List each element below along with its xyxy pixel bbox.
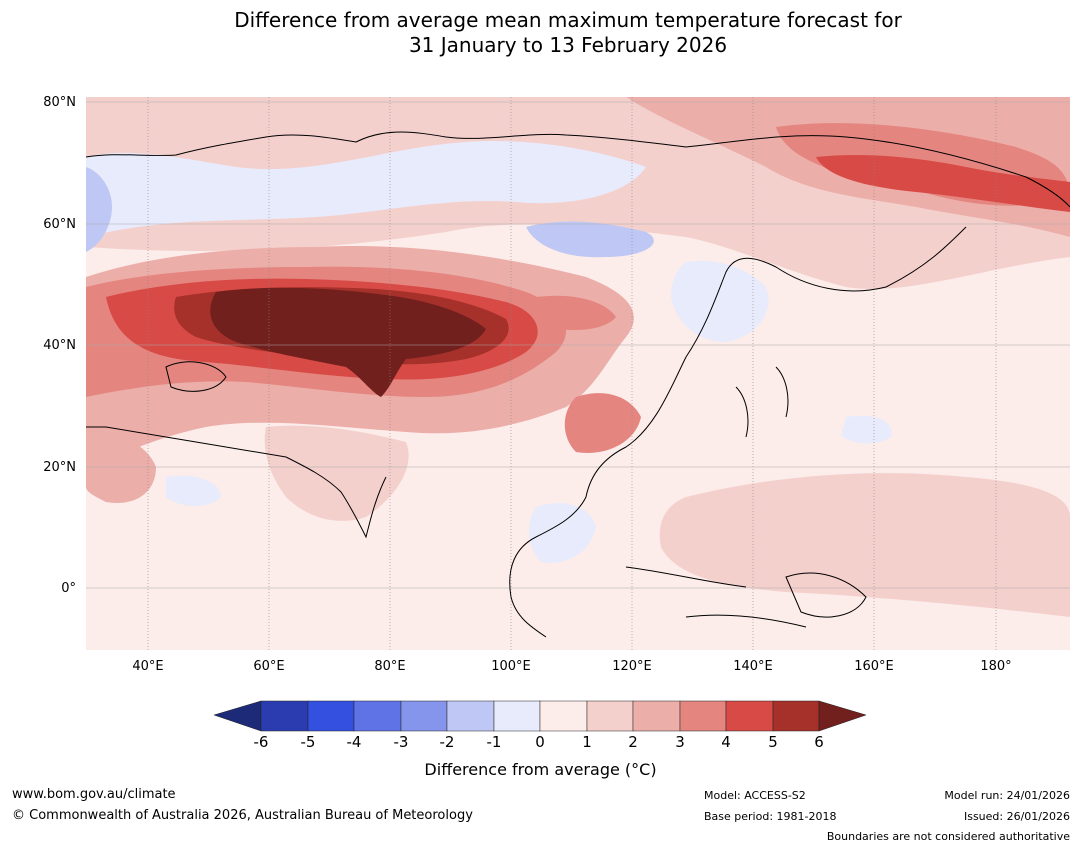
legend-swatch-1-0: [493, 700, 541, 732]
legend-swatch-6-5: [260, 700, 309, 732]
title-line-1: Difference from average mean maximum tem…: [234, 8, 902, 32]
legend-tick: 1: [582, 733, 592, 751]
footer-copyright: © Commonwealth of Australia 2026, Austra…: [12, 808, 473, 823]
legend-tick: -5: [300, 733, 316, 751]
legend-tick: 5: [768, 733, 778, 751]
legend-swatch-5-6: [772, 700, 820, 732]
map-latitude-lines: [86, 101, 1070, 589]
footer-issued: Issued: 26/01/2026: [963, 810, 1070, 823]
anomaly-zone-northwest-cool: [86, 141, 646, 237]
lon-label-40e: 40°E: [132, 659, 164, 674]
anomaly-zone-arabia: [86, 427, 156, 503]
anomaly-zone-korea-cool: [671, 260, 769, 342]
lat-label-60n: 60°N: [43, 217, 76, 232]
map-graticule: [147, 97, 997, 650]
legend-swatch-1-2: [586, 700, 634, 732]
map-coastlines: [86, 131, 1070, 638]
anomaly-zone-far-west-cool: [86, 167, 112, 252]
legend-swatch-2-3: [632, 700, 681, 732]
legend-swatch-4-3: [353, 700, 402, 732]
footer-base-period: Base period: 1981-2018: [704, 810, 837, 823]
legend-swatch-below-6: [214, 700, 262, 732]
anomaly-zone-tibet-extreme: [210, 287, 486, 397]
legend-swatch-4-5: [725, 700, 774, 732]
footer-url[interactable]: www.bom.gov.au/climate: [12, 787, 176, 802]
lon-label-180: 180°: [980, 659, 1012, 674]
footer-model-run: Model run: 24/01/2026: [944, 789, 1070, 802]
legend-tick: -3: [393, 733, 409, 751]
anomaly-zone-pacific-warm: [659, 473, 1070, 617]
anomaly-zone-india: [264, 425, 409, 521]
legend-tick: 4: [721, 733, 731, 751]
footer-disclaimer: Boundaries are not considered authoritat…: [826, 830, 1070, 843]
lon-label-140e: 140°E: [733, 659, 773, 674]
legend-swatch-2-1: [446, 700, 495, 732]
anomaly-zone-siberia-cool-patch: [526, 221, 654, 258]
legend-colorbar: [214, 700, 866, 732]
legend-swatch-5-4: [307, 700, 355, 732]
anomaly-zone-pacific-cool: [841, 415, 892, 444]
anomaly-zone-se-asia-cool: [529, 503, 596, 563]
legend-tick: 6: [814, 733, 824, 751]
lon-label-60e: 60°E: [253, 659, 285, 674]
legend-tick: -2: [439, 733, 455, 751]
legend-tick: 3: [675, 733, 685, 751]
legend-swatch-0-1: [539, 700, 588, 732]
footer-model: Model: ACCESS-S2: [704, 789, 806, 802]
forecast-map: [86, 97, 1070, 650]
title-line-2: 31 January to 13 February 2026: [408, 33, 728, 57]
lon-label-100e: 100°E: [491, 659, 531, 674]
anomaly-zone-south-china: [564, 393, 641, 453]
lon-label-160e: 160°E: [854, 659, 894, 674]
map-canvas: [86, 97, 1070, 650]
legend-swatch-3-4: [679, 700, 727, 732]
anomaly-zone-east-siberia-max: [816, 155, 1070, 212]
legend-swatch-3-2: [400, 700, 448, 732]
lat-label-20n: 20°N: [43, 460, 76, 475]
legend-tick: 0: [535, 733, 545, 751]
lon-label-120e: 120°E: [612, 659, 652, 674]
lon-label-80e: 80°E: [374, 659, 406, 674]
legend-tick: -6: [253, 733, 269, 751]
chart-title: Difference from average mean maximum tem…: [0, 8, 1081, 58]
lat-label-40n: 40°N: [43, 338, 76, 353]
legend-label: Difference from average (°C): [424, 760, 657, 779]
legend-tick: -4: [346, 733, 362, 751]
anomaly-zone-east-asia-warm: [534, 295, 616, 331]
anomaly-zone-indian-ocean-cool: [166, 475, 221, 506]
lat-label-0: 0°: [61, 581, 76, 596]
legend-swatch-above-6: [818, 700, 866, 732]
lat-label-80n: 80°N: [43, 95, 76, 110]
legend-tick: 2: [628, 733, 638, 751]
legend-tick: -1: [486, 733, 502, 751]
